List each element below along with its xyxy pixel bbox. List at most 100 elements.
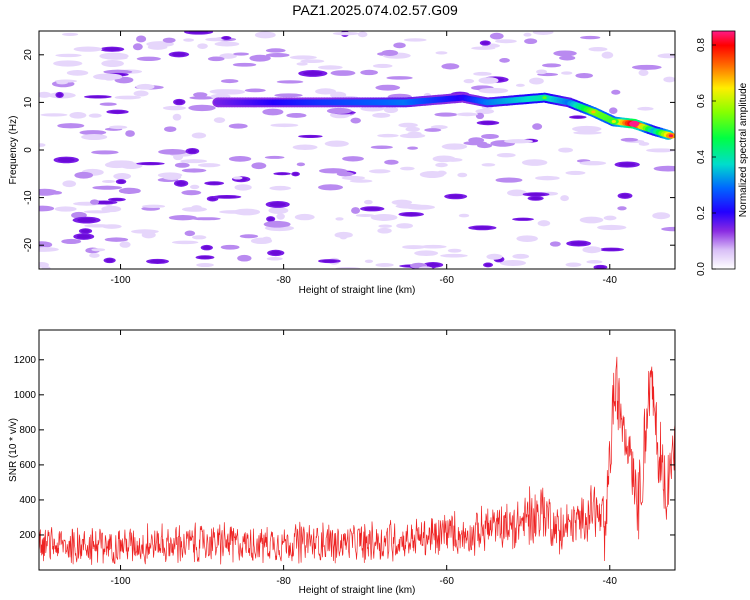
spectrogram-cell (419, 171, 445, 178)
snr-x-label: Height of straight line (km) (299, 585, 416, 596)
spectrogram-cell (249, 54, 271, 62)
spectrogram-cell (125, 130, 135, 137)
spectrogram-cell (663, 76, 675, 83)
spectrogram-cell (399, 133, 426, 139)
spectrogram-cell (108, 125, 128, 130)
spectrogram-cell (395, 203, 424, 209)
spectrogram-cell (463, 78, 475, 84)
spectrogram-cell (234, 184, 252, 191)
spectrogram-cell (381, 49, 399, 57)
spectrogram-noise-cells (39, 31, 675, 269)
spectrogram-cell (414, 250, 439, 257)
spectrogram-cell (391, 199, 413, 206)
spectrogram-cell (637, 106, 654, 111)
spectrogram-cell (262, 108, 284, 116)
spectrogram-cell (142, 204, 166, 209)
spectrogram-cell (473, 71, 492, 76)
spectrogram-cell (89, 253, 100, 258)
spectrogram-cell (172, 113, 182, 121)
spectrogram-cell (244, 88, 266, 93)
spectrogram-cell-core (217, 195, 237, 199)
spectrogram-cell (315, 88, 337, 95)
spectrogram-cell (357, 31, 368, 38)
spectrogram-cell-core (110, 110, 126, 114)
colorbar-tick-label: 0.8 (696, 38, 707, 52)
spectrogram-cell (588, 46, 608, 52)
spectrogram-cell (575, 72, 593, 79)
spectrogram-cell (189, 96, 215, 100)
spectrogram-cell (402, 245, 426, 250)
spectrogram-cell (118, 187, 141, 194)
figure-title: PAZ1.2025.074.02.57.G09 (292, 2, 458, 18)
spectrogram-cell-core (515, 218, 531, 221)
spectrogram-cell (495, 177, 523, 183)
snr-frame (38, 329, 676, 571)
spectrogram-cell (532, 123, 543, 130)
spectrogram-cell (294, 213, 315, 221)
spectrogram-cell (90, 199, 99, 205)
spectrogram-cell (296, 62, 308, 66)
spectrogram-cell (162, 105, 186, 111)
spectrogram-cell (609, 107, 618, 114)
spectrogram-cell (335, 217, 344, 221)
spectrogram-cell (407, 146, 419, 150)
spectrogram-cell-core (103, 47, 121, 51)
spectrogram-cell (405, 126, 420, 132)
spectrogram-cell (326, 107, 352, 115)
spectrogram-cell (219, 53, 237, 59)
spectrogram-cell-core (222, 36, 230, 40)
spectrogram-cell-core (292, 172, 299, 176)
spectrogram-cell (39, 247, 59, 252)
spectrogram-cell (91, 248, 106, 252)
spectrogram-cell (147, 44, 168, 50)
spectrogram-cell (372, 112, 391, 118)
spectrogram-cell (372, 63, 393, 69)
spectrogram-cell (276, 80, 304, 84)
spectrogram-cell (136, 35, 147, 43)
spectrogram-cell (162, 37, 176, 43)
spectrogram-cell (81, 133, 108, 141)
snr-x-ticks: -100 -80 -60 -40 (111, 330, 618, 587)
spectrogram-cell (403, 38, 427, 42)
spectrogram-cell (558, 147, 573, 153)
spectrogram-cell (393, 42, 406, 49)
spectrogram-cell (364, 259, 374, 264)
spectrogram-cell-core (149, 259, 166, 264)
spectrogram-cell (515, 83, 525, 87)
spectrogram-cell (49, 190, 63, 195)
spectrogram-cell (496, 153, 516, 158)
spectrogram-cell (489, 32, 504, 40)
colorbar-label: Normalized spectral amplitude (738, 82, 749, 217)
spectrogram-cell (251, 162, 267, 170)
spectrogram-cell-core (202, 245, 211, 250)
spectrogram-cell-core (602, 248, 620, 251)
spectrogram-cell (572, 125, 602, 132)
x-tick-label: -40 (603, 576, 618, 587)
spectrogram-cell (342, 156, 364, 162)
spectrogram-cell-core (426, 262, 440, 267)
spectrogram-cell-core (176, 181, 186, 186)
spectrogram-cell (289, 55, 317, 60)
ridge-peak-center (611, 119, 617, 123)
spectrogram-cell (573, 131, 602, 135)
spectrogram-cell (586, 260, 603, 264)
spectrogram-cell (603, 215, 617, 221)
spectrogram-cell (54, 79, 78, 83)
spectrogram-cell (351, 207, 361, 214)
spectrogram-cell (377, 227, 392, 234)
spectrogram-cell-core (56, 92, 63, 98)
spectrogram-cell (418, 266, 433, 269)
spectrogram-cell (378, 224, 393, 228)
spectrogram-cell (103, 69, 133, 75)
spectrogram-cell (435, 51, 448, 55)
spectrogram-cell (559, 55, 576, 61)
spectrogram-cell-core (527, 192, 545, 196)
spectrogram-cell (646, 148, 675, 153)
spectrogram-cell (384, 159, 399, 165)
spectrogram-cell (191, 217, 221, 221)
spectrogram-cell (377, 133, 399, 138)
spectrogram-cell (334, 231, 353, 239)
spectrogram-cell-core (175, 99, 184, 105)
spectrogram-cell (457, 172, 468, 178)
spectrogram-cell (524, 38, 538, 45)
